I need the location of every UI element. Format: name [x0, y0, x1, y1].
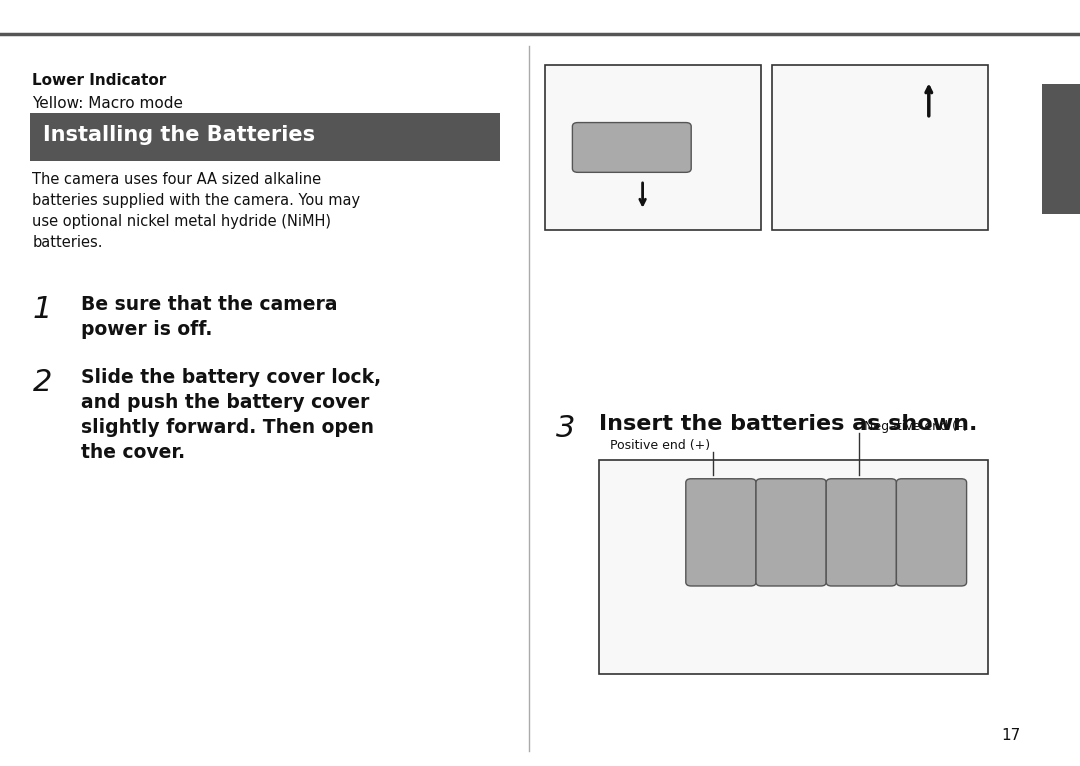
FancyBboxPatch shape	[30, 113, 500, 161]
Text: Insert the batteries as shown.: Insert the batteries as shown.	[599, 414, 977, 434]
FancyBboxPatch shape	[1042, 84, 1080, 214]
FancyBboxPatch shape	[756, 479, 826, 586]
Text: The camera uses four AA sized alkaline
batteries supplied with the camera. You m: The camera uses four AA sized alkaline b…	[32, 172, 361, 250]
Text: 2: 2	[32, 368, 52, 397]
FancyBboxPatch shape	[826, 479, 896, 586]
Text: 1: 1	[32, 295, 52, 324]
FancyBboxPatch shape	[772, 65, 988, 230]
Text: Negative end (–): Negative end (–)	[864, 420, 968, 433]
Text: Installing the Batteries: Installing the Batteries	[43, 125, 315, 145]
Text: Lower Indicator: Lower Indicator	[32, 73, 166, 88]
FancyBboxPatch shape	[545, 65, 761, 230]
FancyBboxPatch shape	[572, 123, 691, 172]
Text: Be sure that the camera
power is off.: Be sure that the camera power is off.	[81, 295, 337, 339]
Text: Positive end (+): Positive end (+)	[610, 439, 711, 452]
Text: Slide the battery cover lock,
and push the battery cover
slightly forward. Then : Slide the battery cover lock, and push t…	[81, 368, 381, 462]
Text: Yellow: Macro mode: Yellow: Macro mode	[32, 96, 184, 111]
FancyBboxPatch shape	[599, 460, 988, 674]
FancyBboxPatch shape	[686, 479, 756, 586]
Text: 17: 17	[1001, 728, 1021, 743]
FancyBboxPatch shape	[896, 479, 967, 586]
Text: 3: 3	[556, 414, 576, 443]
